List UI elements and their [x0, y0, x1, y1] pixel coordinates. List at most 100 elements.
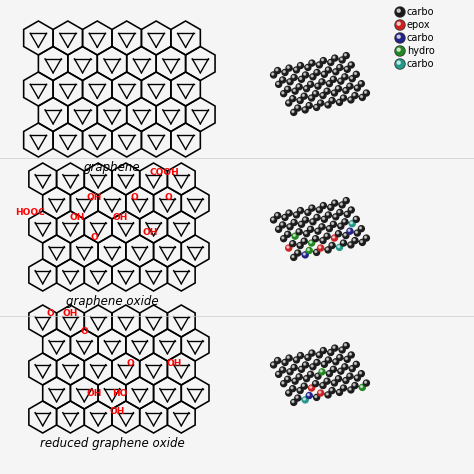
Circle shape: [299, 209, 301, 211]
Circle shape: [302, 107, 308, 113]
Text: carbo: carbo: [407, 59, 435, 69]
Circle shape: [291, 387, 293, 389]
Circle shape: [296, 229, 302, 235]
Circle shape: [298, 99, 301, 100]
Circle shape: [315, 228, 321, 234]
Circle shape: [343, 378, 349, 383]
Circle shape: [302, 72, 309, 78]
Circle shape: [397, 9, 400, 12]
Circle shape: [302, 252, 308, 258]
Circle shape: [286, 65, 292, 71]
Circle shape: [348, 97, 354, 103]
Circle shape: [306, 210, 308, 212]
Circle shape: [297, 98, 303, 103]
Circle shape: [395, 46, 405, 56]
Circle shape: [342, 386, 344, 388]
Circle shape: [344, 379, 346, 381]
Circle shape: [281, 381, 287, 387]
Circle shape: [319, 101, 321, 103]
Circle shape: [355, 230, 360, 236]
Circle shape: [314, 92, 316, 94]
Circle shape: [315, 373, 321, 379]
Circle shape: [347, 373, 353, 379]
Circle shape: [397, 35, 400, 38]
Circle shape: [297, 243, 303, 248]
Circle shape: [302, 94, 304, 96]
Circle shape: [337, 100, 343, 105]
Circle shape: [314, 237, 316, 239]
Circle shape: [277, 82, 279, 84]
Circle shape: [304, 363, 306, 365]
Circle shape: [271, 362, 277, 368]
Circle shape: [276, 214, 278, 216]
Circle shape: [282, 214, 288, 220]
Circle shape: [331, 235, 337, 241]
Circle shape: [344, 211, 350, 218]
Circle shape: [276, 371, 282, 377]
Circle shape: [337, 391, 339, 392]
Circle shape: [293, 234, 295, 237]
Circle shape: [298, 63, 303, 69]
Circle shape: [272, 73, 273, 75]
Circle shape: [328, 204, 334, 210]
Circle shape: [397, 61, 400, 64]
Text: epox: epox: [407, 20, 430, 30]
Circle shape: [319, 391, 321, 393]
Circle shape: [286, 233, 288, 235]
Circle shape: [281, 236, 287, 242]
Circle shape: [303, 108, 305, 110]
Circle shape: [321, 361, 328, 367]
Circle shape: [327, 81, 332, 87]
Circle shape: [308, 82, 314, 87]
Circle shape: [346, 212, 347, 214]
Circle shape: [274, 357, 281, 364]
Circle shape: [309, 385, 315, 391]
Circle shape: [305, 210, 311, 216]
Circle shape: [340, 203, 342, 205]
Circle shape: [321, 384, 323, 386]
Circle shape: [276, 69, 278, 71]
Circle shape: [337, 377, 338, 379]
Text: OH: OH: [142, 228, 158, 237]
Circle shape: [365, 236, 366, 238]
Text: graphene: graphene: [84, 161, 140, 174]
Circle shape: [285, 231, 291, 237]
Circle shape: [272, 218, 273, 220]
Circle shape: [299, 354, 301, 356]
Circle shape: [346, 357, 347, 359]
Circle shape: [355, 85, 360, 91]
Circle shape: [349, 366, 356, 372]
Circle shape: [332, 367, 334, 369]
Circle shape: [287, 66, 289, 68]
Circle shape: [339, 224, 341, 226]
Circle shape: [302, 397, 308, 403]
Circle shape: [348, 62, 354, 68]
Circle shape: [298, 244, 301, 246]
Circle shape: [343, 53, 349, 59]
Circle shape: [337, 245, 343, 250]
Circle shape: [348, 229, 350, 231]
Circle shape: [337, 87, 338, 89]
Circle shape: [316, 207, 322, 213]
Circle shape: [285, 86, 291, 92]
Text: reduced graphene oxide: reduced graphene oxide: [40, 437, 184, 450]
Circle shape: [327, 226, 332, 232]
Circle shape: [321, 94, 323, 96]
Circle shape: [320, 347, 327, 354]
Circle shape: [329, 388, 335, 393]
Circle shape: [345, 54, 346, 56]
Circle shape: [315, 396, 317, 398]
Circle shape: [338, 210, 340, 212]
Circle shape: [283, 361, 285, 363]
Circle shape: [287, 356, 289, 358]
Circle shape: [352, 92, 358, 99]
Circle shape: [302, 362, 309, 368]
Text: O: O: [130, 192, 138, 201]
Circle shape: [291, 109, 297, 115]
Circle shape: [349, 388, 351, 390]
Circle shape: [308, 249, 310, 251]
Circle shape: [333, 214, 339, 220]
Circle shape: [337, 210, 343, 216]
Circle shape: [296, 251, 298, 253]
Circle shape: [355, 73, 356, 74]
